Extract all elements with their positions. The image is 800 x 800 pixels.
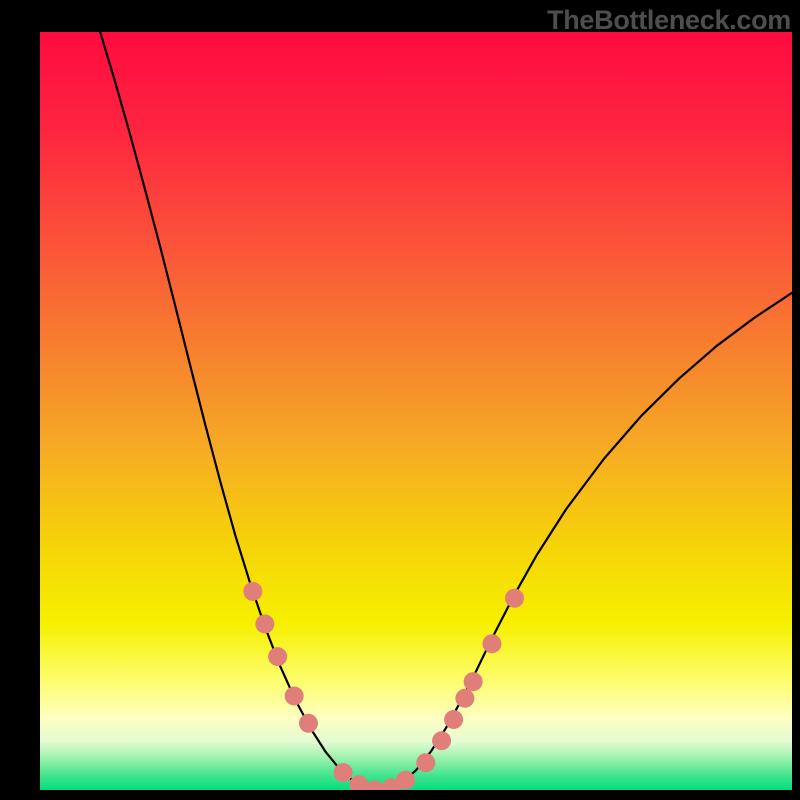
curve-marker xyxy=(334,763,353,782)
curve-marker xyxy=(464,672,483,691)
curve-marker xyxy=(444,710,463,729)
curve-marker xyxy=(365,781,384,791)
curve-marker xyxy=(299,714,318,733)
curve-marker xyxy=(455,689,474,708)
curve-marker xyxy=(416,753,435,772)
curve-marker xyxy=(255,615,274,634)
plot-area xyxy=(40,32,792,790)
curve-marker xyxy=(268,647,287,666)
curve-marker xyxy=(505,589,524,608)
curve-marker xyxy=(482,634,501,653)
curve-markers xyxy=(243,582,524,790)
bottleneck-curve xyxy=(100,32,792,790)
curve-marker xyxy=(396,771,415,790)
watermark-text: TheBottleneck.com xyxy=(547,5,791,36)
plot-svg xyxy=(40,32,792,790)
curve-marker xyxy=(243,582,262,601)
curve-marker xyxy=(285,687,304,706)
curve-marker xyxy=(432,731,451,750)
